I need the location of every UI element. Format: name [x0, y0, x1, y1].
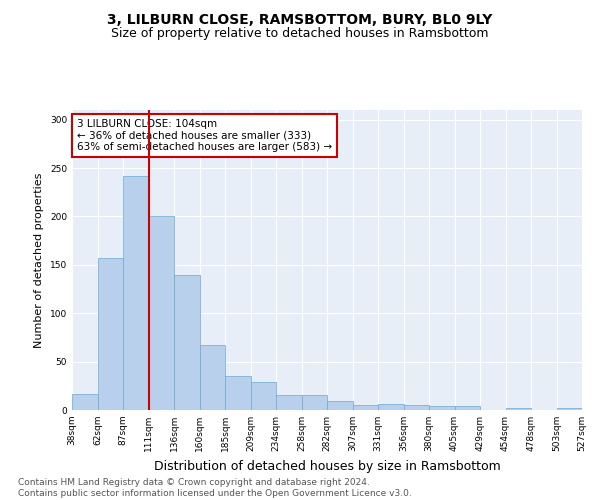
Bar	[557, 408, 582, 410]
Bar	[251, 382, 276, 410]
Bar	[505, 408, 531, 410]
Bar	[429, 406, 455, 410]
Bar	[72, 394, 97, 410]
Bar	[276, 396, 302, 410]
Bar	[455, 406, 480, 410]
Text: Contains HM Land Registry data © Crown copyright and database right 2024.
Contai: Contains HM Land Registry data © Crown c…	[18, 478, 412, 498]
Bar	[174, 274, 199, 410]
Y-axis label: Number of detached properties: Number of detached properties	[34, 172, 44, 348]
Bar	[404, 405, 429, 410]
Bar	[302, 396, 327, 410]
Bar	[123, 176, 149, 410]
Bar	[225, 376, 251, 410]
Bar	[199, 345, 225, 410]
Bar	[378, 404, 404, 410]
Bar	[97, 258, 123, 410]
Bar	[353, 405, 378, 410]
Bar	[149, 216, 174, 410]
Text: 3, LILBURN CLOSE, RAMSBOTTOM, BURY, BL0 9LY: 3, LILBURN CLOSE, RAMSBOTTOM, BURY, BL0 …	[107, 12, 493, 26]
Text: Size of property relative to detached houses in Ramsbottom: Size of property relative to detached ho…	[111, 28, 489, 40]
Bar	[327, 402, 353, 410]
X-axis label: Distribution of detached houses by size in Ramsbottom: Distribution of detached houses by size …	[154, 460, 500, 472]
Text: 3 LILBURN CLOSE: 104sqm
← 36% of detached houses are smaller (333)
63% of semi-d: 3 LILBURN CLOSE: 104sqm ← 36% of detache…	[77, 119, 332, 152]
